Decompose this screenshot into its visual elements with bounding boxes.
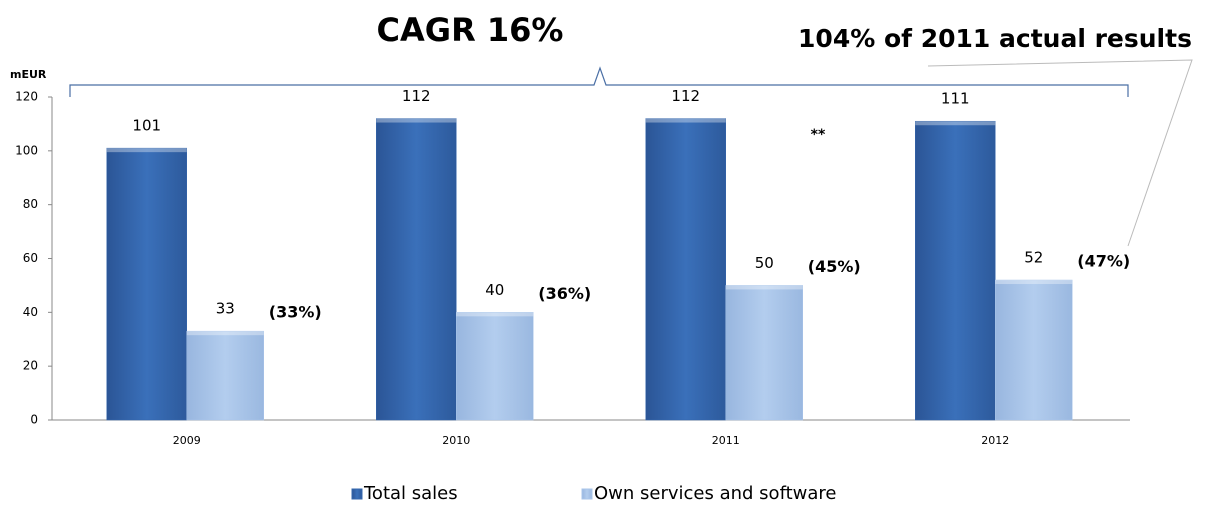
share-label: (36%) <box>538 284 591 303</box>
data-label: 112 <box>402 87 431 105</box>
bar-top <box>915 121 996 126</box>
legend-label: Total sales <box>363 483 458 504</box>
y-tick-label: 60 <box>23 251 38 265</box>
bar-top <box>186 331 264 336</box>
y-tick-label: 120 <box>15 90 38 104</box>
bracket <box>69 66 1129 97</box>
data-label: 40 <box>485 281 504 299</box>
share-label: (45%) <box>808 257 861 276</box>
bar <box>645 118 726 421</box>
y-axis-label: mEUR <box>10 68 47 81</box>
note: ** <box>811 127 826 143</box>
share-label: (47%) <box>1077 252 1130 271</box>
data-label: 101 <box>132 117 161 135</box>
chart-title: CAGR 16% <box>377 11 564 49</box>
bar-top <box>106 148 187 153</box>
data-label: 50 <box>755 254 774 272</box>
bar <box>376 118 457 421</box>
y-tick-label: 100 <box>15 143 38 157</box>
bar-top <box>645 118 726 123</box>
y-tick-label: 80 <box>23 197 38 211</box>
data-label: 52 <box>1024 249 1043 267</box>
share-label: (33%) <box>269 303 322 322</box>
callout-line <box>927 59 1193 247</box>
legend-marker <box>351 488 363 500</box>
legend-marker <box>581 488 593 500</box>
y-tick-label: 40 <box>23 305 38 319</box>
y-tick-label: 0 <box>30 413 38 427</box>
bar <box>995 279 1073 421</box>
data-label: 111 <box>941 90 970 108</box>
bar <box>915 120 996 421</box>
bar <box>106 147 187 421</box>
data-label: 112 <box>671 87 700 105</box>
bar <box>186 330 264 421</box>
x-tick-label: 2009 <box>173 434 201 447</box>
bar-top <box>456 312 534 317</box>
x-tick-label: 2010 <box>442 434 470 447</box>
x-tick-label: 2012 <box>981 434 1009 447</box>
bar-top <box>376 118 457 123</box>
bar-top <box>725 285 803 290</box>
x-tick-label: 2011 <box>712 434 740 447</box>
bar <box>456 312 534 421</box>
legend-label: Own services and software <box>594 483 836 504</box>
bar <box>725 285 803 421</box>
subtitle: 104% of 2011 actual results <box>798 24 1192 53</box>
data-label: 33 <box>216 300 235 318</box>
bar-top <box>995 280 1073 285</box>
y-tick-label: 20 <box>23 359 38 373</box>
